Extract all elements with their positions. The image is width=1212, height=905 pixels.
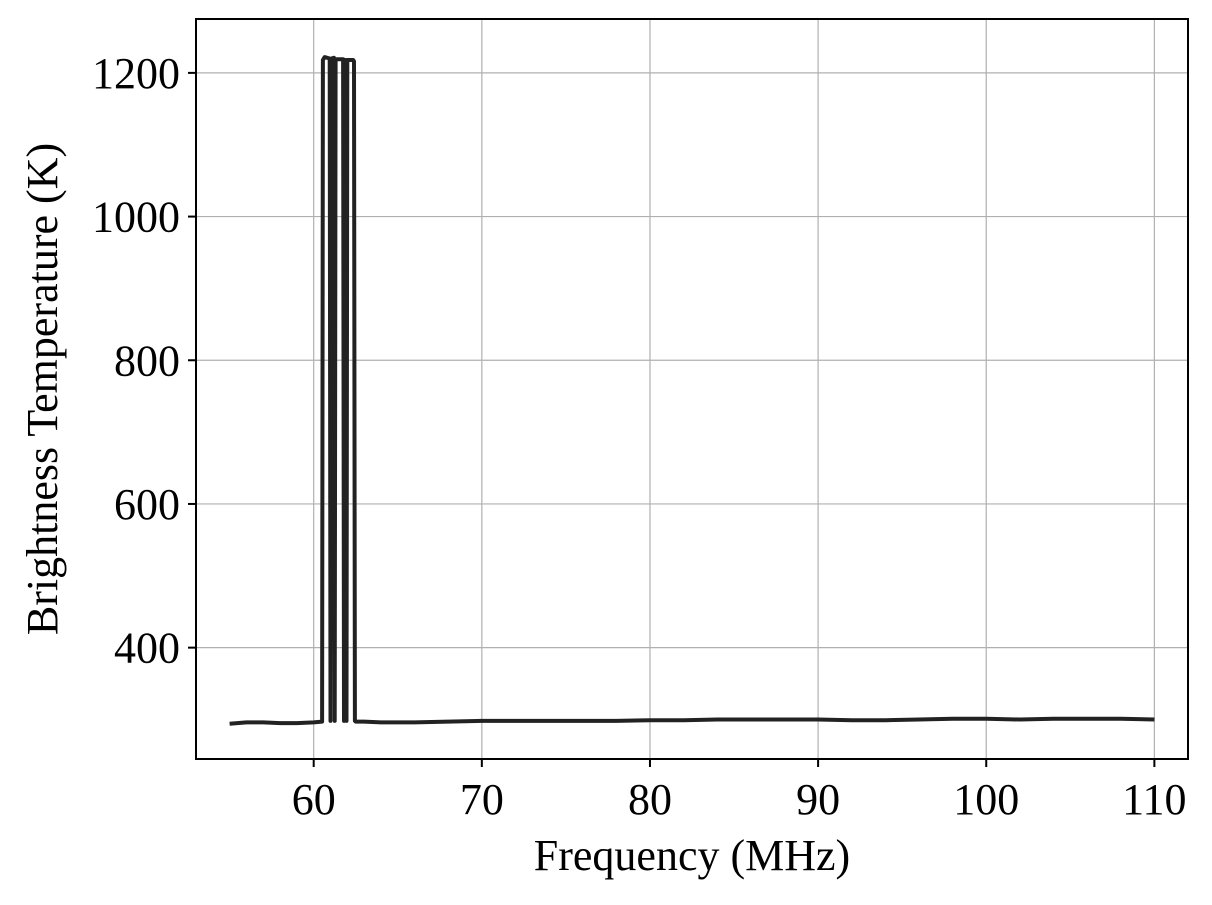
y-tick-label: 600 (114, 480, 180, 529)
x-axis-label: Frequency (MHz) (534, 831, 850, 880)
y-tick-label: 800 (114, 336, 180, 385)
series-layer (229, 55, 1155, 726)
y-axis-label: Brightness Temperature (K) (18, 143, 67, 635)
y-tick-label: 1000 (92, 193, 180, 242)
ticks: 60 70 80 90 100 110 400 600 800 1000 1200 (92, 49, 1187, 824)
y-tick-label: 400 (114, 624, 180, 673)
x-tick-label: 100 (953, 775, 1019, 824)
x-tick-label: 70 (460, 775, 504, 824)
y-tick-label: 1200 (92, 49, 180, 98)
series-line-0 (229, 55, 1155, 726)
x-tick-label: 110 (1122, 775, 1186, 824)
x-tick-label: 80 (628, 775, 672, 824)
x-tick-label: 90 (796, 775, 840, 824)
grid (196, 19, 1188, 759)
x-tick-label: 60 (292, 775, 336, 824)
plot-frame (195, 18, 1189, 760)
